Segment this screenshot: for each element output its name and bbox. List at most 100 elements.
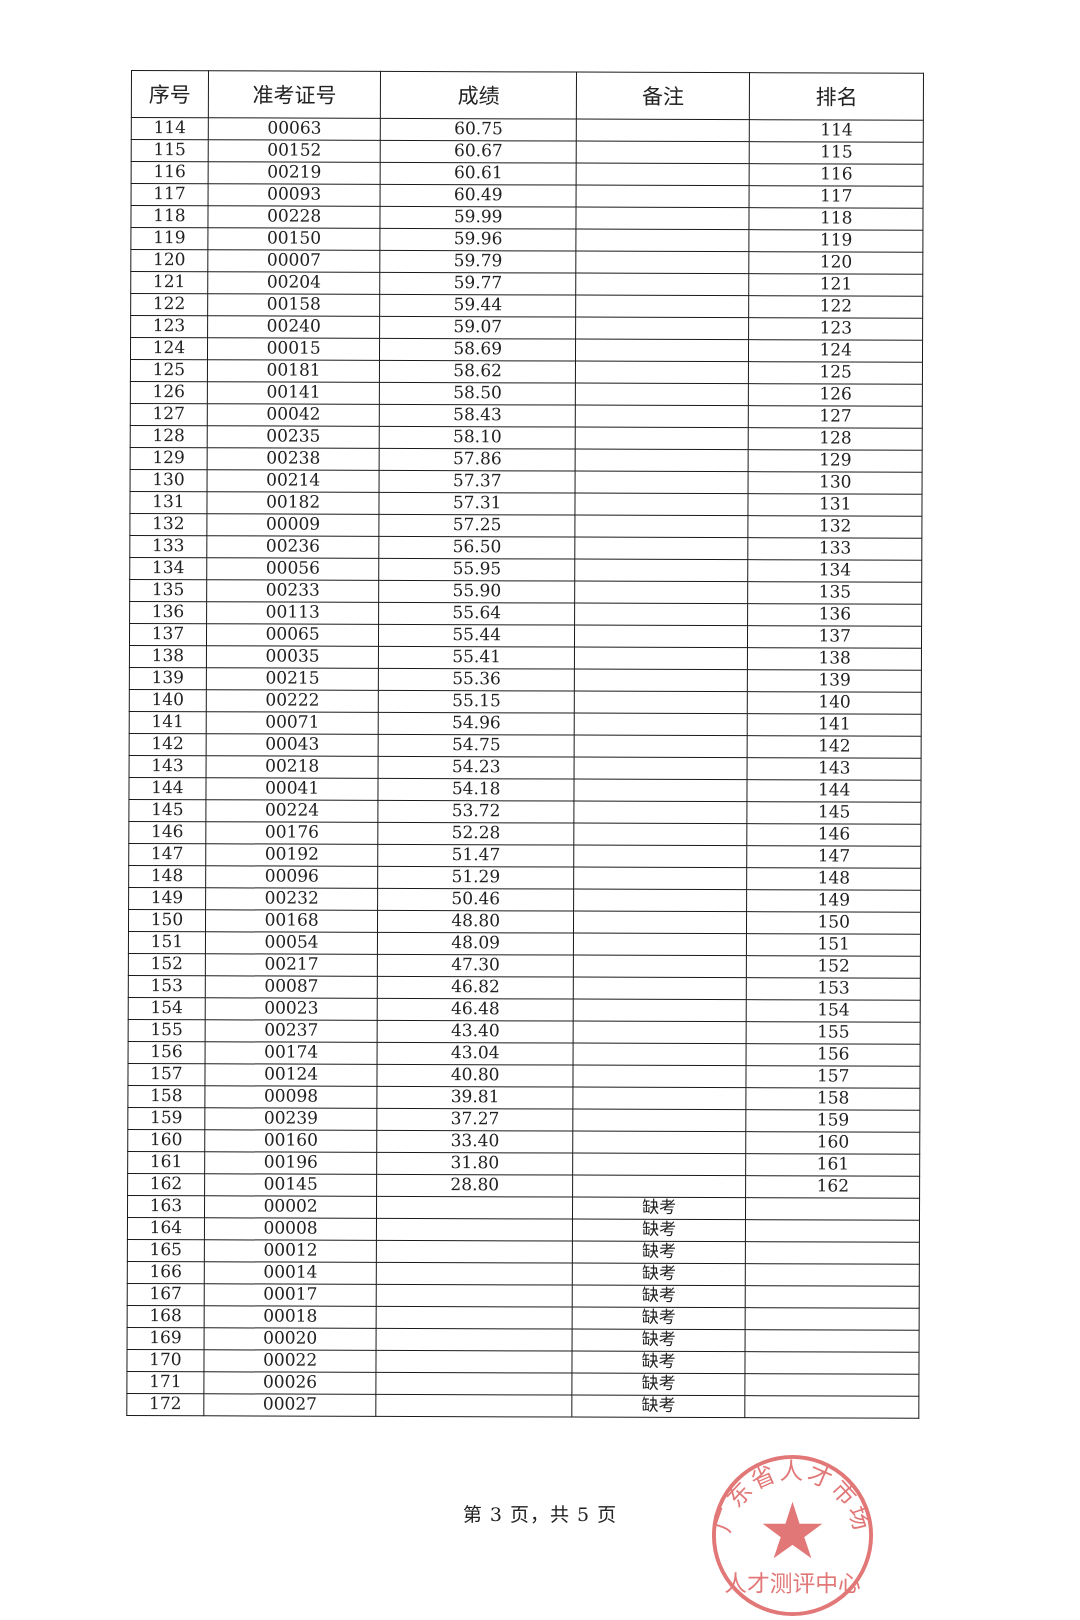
cell-ticket-number: 00181 [207, 359, 380, 383]
cell-ticket-number: 00007 [207, 249, 381, 273]
cell-rank: 131 [748, 493, 923, 517]
cell-seq: 130 [130, 469, 207, 492]
cell-rank [745, 1395, 919, 1419]
cell-ticket-number: 00174 [204, 1041, 378, 1065]
cell-remark [573, 823, 748, 846]
cell-rank: 128 [748, 427, 923, 451]
cell-remark [572, 1175, 747, 1198]
cell-seq: 158 [127, 1085, 205, 1108]
cell-ticket-number: 00141 [207, 381, 380, 405]
cell-rank: 133 [748, 537, 922, 561]
cell-remark [574, 559, 749, 582]
cell-seq: 170 [126, 1349, 204, 1372]
cell-score: 57.31 [379, 492, 575, 516]
cell-remark [575, 207, 750, 230]
table-row: 147 00192 51.47 147 [128, 843, 921, 869]
cell-seq: 153 [128, 975, 206, 998]
cell-score: 54.23 [378, 756, 575, 780]
cell-score: 51.29 [378, 866, 574, 890]
table-row: 153 00087 46.82 153 [128, 975, 921, 1001]
cell-remark: 缺考 [572, 1307, 746, 1330]
cell-rank [745, 1219, 920, 1243]
cell-seq: 114 [131, 117, 209, 140]
cell-remark [575, 405, 749, 428]
table-row: 131 00182 57.31 131 [129, 491, 923, 517]
cell-remark: 缺考 [571, 1373, 746, 1396]
table-row: 124 00015 58.69 124 [130, 337, 923, 363]
cell-seq: 150 [128, 909, 206, 932]
page-number: 第 3 页，共 5 页 [462, 1504, 618, 1526]
cell-remark [573, 779, 748, 802]
cell-seq: 118 [130, 205, 208, 228]
cell-score: 58.50 [379, 382, 576, 406]
cell-ticket-number: 00215 [206, 667, 379, 691]
cell-remark [574, 515, 749, 538]
cell-ticket-number: 00192 [205, 843, 379, 867]
cell-ticket-number: 00054 [205, 931, 378, 955]
cell-remark [574, 493, 749, 516]
cell-rank: 124 [748, 339, 923, 363]
cell-score: 58.62 [379, 360, 576, 384]
cell-seq: 156 [128, 1041, 205, 1064]
cell-ticket-number: 00042 [207, 403, 380, 427]
cell-seq: 168 [127, 1305, 205, 1328]
cell-seq: 152 [128, 953, 206, 976]
table-row: 135 00233 55.90 135 [129, 579, 922, 605]
cell-ticket-number: 00093 [207, 183, 381, 207]
cell-ticket-number: 00027 [203, 1393, 377, 1417]
cell-seq: 126 [130, 381, 208, 404]
cell-remark [573, 999, 747, 1022]
header-remark: 备注 [576, 72, 750, 120]
cell-ticket-number: 00098 [204, 1085, 378, 1109]
cell-seq: 115 [131, 139, 209, 162]
cell-rank: 162 [745, 1175, 920, 1199]
cell-rank: 114 [749, 119, 924, 143]
cell-ticket-number: 00020 [203, 1327, 377, 1351]
cell-seq: 119 [130, 227, 208, 250]
table-row: 149 00232 50.46 149 [128, 887, 921, 913]
score-table: 序号 准考证号 成绩 备注 排名 114 00063 60.75 114 115 0015… [126, 70, 924, 1419]
cell-remark: 缺考 [572, 1197, 746, 1220]
cell-rank: 157 [746, 1065, 921, 1089]
table-row: 130 00214 57.37 130 [130, 469, 923, 495]
cell-score [376, 1372, 572, 1396]
cell-rank: 134 [748, 559, 922, 583]
cell-remark [575, 229, 750, 252]
cell-seq: 125 [130, 359, 208, 382]
table-row: 117 00093 60.49 117 [131, 183, 924, 209]
cell-ticket-number: 00018 [203, 1305, 377, 1329]
cell-score: 48.09 [377, 932, 574, 956]
cell-rank: 146 [747, 823, 921, 847]
cell-rank: 119 [749, 229, 923, 253]
cell-rank: 143 [747, 757, 922, 781]
cell-remark [573, 911, 747, 934]
cell-rank: 153 [746, 977, 921, 1001]
cell-rank: 152 [746, 955, 921, 979]
cell-rank: 135 [748, 581, 922, 605]
cell-seq: 136 [129, 601, 207, 624]
cell-ticket-number: 00176 [205, 821, 379, 845]
cell-score: 54.96 [378, 712, 575, 736]
cell-seq: 149 [128, 887, 206, 910]
cell-rank: 126 [748, 383, 923, 407]
cell-ticket-number: 00232 [205, 887, 379, 911]
cell-seq: 135 [129, 579, 207, 602]
table-row: 152 00217 47.30 152 [128, 953, 921, 979]
cell-rank [745, 1373, 919, 1397]
cell-seq: 117 [131, 183, 208, 206]
table-row: 139 00215 55.36 139 [129, 667, 922, 693]
cell-remark [573, 867, 748, 890]
cell-score: 60.67 [380, 140, 577, 164]
cell-score: 60.61 [380, 162, 577, 186]
cell-score: 55.15 [378, 690, 575, 714]
table-row: 156 00174 43.04 156 [128, 1041, 921, 1067]
cell-rank: 159 [746, 1109, 920, 1133]
cell-seq: 124 [130, 337, 208, 360]
table-row: 136 00113 55.64 136 [129, 601, 922, 627]
cell-ticket-number: 00124 [204, 1063, 378, 1087]
table-row: 137 00065 55.44 137 [129, 623, 922, 649]
cell-ticket-number: 00035 [206, 645, 379, 669]
cell-seq: 127 [130, 403, 208, 426]
cell-ticket-number: 00224 [205, 799, 379, 823]
cell-score: 39.81 [377, 1086, 573, 1110]
